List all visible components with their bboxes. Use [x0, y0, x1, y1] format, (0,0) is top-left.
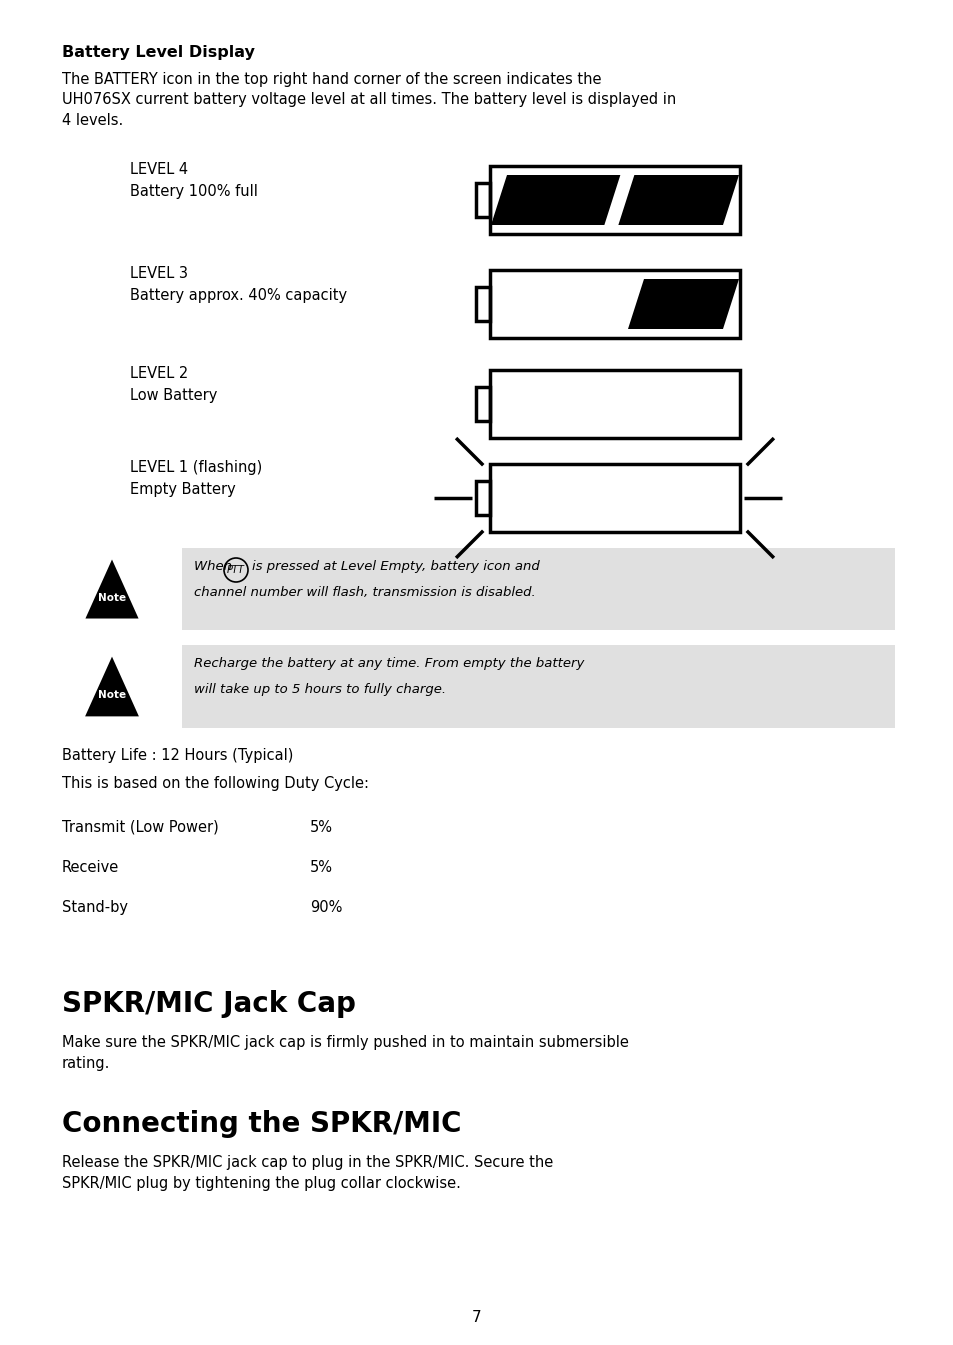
Bar [182, 646, 894, 728]
Text: Recharge the battery at any time. From empty the battery: Recharge the battery at any time. From e… [193, 656, 584, 670]
Text: PTT: PTT [227, 565, 245, 576]
Text: LEVEL 4: LEVEL 4 [130, 161, 188, 178]
Polygon shape [618, 175, 739, 225]
Text: channel number will flash, transmission is disabled.: channel number will flash, transmission … [193, 586, 536, 599]
Text: This is based on the following Duty Cycle:: This is based on the following Duty Cycl… [62, 776, 369, 791]
Bar [490, 370, 740, 438]
Text: SPKR/MIC Jack Cap: SPKR/MIC Jack Cap [62, 990, 355, 1018]
Text: 5%: 5% [310, 820, 333, 835]
Bar [182, 547, 894, 629]
Bar [490, 464, 740, 533]
Text: Note: Note [98, 593, 126, 603]
Polygon shape [86, 560, 138, 619]
Bar [476, 286, 490, 321]
Text: The BATTERY icon in the top right hand corner of the screen indicates the
UH076S: The BATTERY icon in the top right hand c… [62, 73, 676, 128]
Text: LEVEL 3: LEVEL 3 [130, 266, 188, 281]
Text: Connecting the SPKR/MIC: Connecting the SPKR/MIC [62, 1110, 461, 1138]
Bar [476, 482, 490, 515]
Text: Battery approx. 40% capacity: Battery approx. 40% capacity [130, 288, 347, 303]
Text: LEVEL 1 (flashing): LEVEL 1 (flashing) [130, 460, 262, 475]
Text: Release the SPKR/MIC jack cap to plug in the SPKR/MIC. Secure the
SPKR/MIC plug : Release the SPKR/MIC jack cap to plug in… [62, 1155, 553, 1192]
Text: Battery Life : 12 Hours (Typical): Battery Life : 12 Hours (Typical) [62, 748, 294, 763]
Bar [476, 183, 490, 217]
Text: LEVEL 2: LEVEL 2 [130, 366, 188, 381]
Text: Low Battery: Low Battery [130, 387, 217, 404]
Text: Make sure the SPKR/MIC jack cap is firmly pushed in to maintain submersible
rati: Make sure the SPKR/MIC jack cap is firml… [62, 1036, 628, 1071]
Text: Battery 100% full: Battery 100% full [130, 184, 257, 199]
Polygon shape [627, 278, 739, 330]
Text: Battery Level Display: Battery Level Display [62, 44, 254, 61]
Text: Empty Battery: Empty Battery [130, 482, 235, 498]
Text: will take up to 5 hours to fully charge.: will take up to 5 hours to fully charge. [193, 683, 446, 695]
Text: 90%: 90% [310, 900, 342, 915]
Text: Note: Note [98, 690, 126, 701]
Text: 7: 7 [472, 1310, 481, 1325]
Text: is pressed at Level Empty, battery icon and: is pressed at Level Empty, battery icon … [252, 560, 539, 573]
Polygon shape [85, 656, 139, 717]
Text: Receive: Receive [62, 859, 119, 876]
Text: 5%: 5% [310, 859, 333, 876]
Text: When: When [193, 560, 236, 573]
Polygon shape [491, 175, 619, 225]
Text: Transmit (Low Power): Transmit (Low Power) [62, 820, 218, 835]
Bar [490, 165, 740, 234]
Text: Stand-by: Stand-by [62, 900, 128, 915]
Bar [476, 387, 490, 421]
Bar [490, 270, 740, 338]
